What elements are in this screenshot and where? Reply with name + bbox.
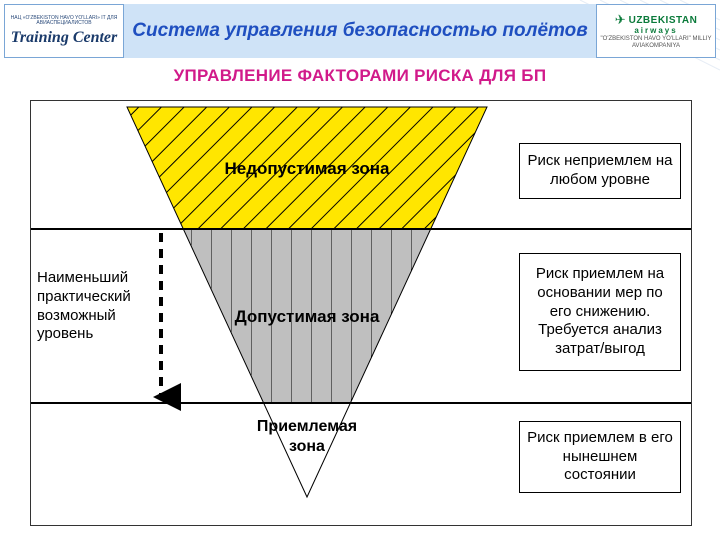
logo-right-brand: UZBEKISTAN [629,15,698,26]
logo-left-text: Training Center [11,29,118,47]
left-note-l3: возможный [37,307,157,326]
svg-text:зона: зона [289,438,325,455]
svg-text:Недопустимая зона: Недопустимая зона [224,159,390,178]
logo-left-caption-top: НАЦ «O'ZBEKISTON HAVO YO'LLARI» IT ДЛЯ А… [5,16,123,27]
left-note-l4: уровень [37,325,157,344]
left-note: Наименьший практический возможный уровен… [37,269,157,344]
left-note-l1: Наименьший [37,269,157,288]
logo-right-sub: "O'ZBEKISTON HAVO YO'LLARI" MILLIY AVIAK… [597,36,715,49]
svg-text:Допустимая зона: Допустимая зона [235,307,380,326]
logo-left: НАЦ «O'ZBEKISTON HAVO YO'LLARI» IT ДЛЯ А… [4,4,124,58]
risk-triangle-diagram: Недопустимая зона Допустимая зона Приемлем… [30,100,692,526]
desc-acceptable: Риск приемлем в его нынешнем состоянии [519,421,681,493]
logo-right: ✈ UZBEKISTAN airways "O'ZBEKISTON HAVO Y… [596,4,716,58]
bird-icon: ✈ [615,13,626,27]
header: НАЦ «O'ZBEKISTON HAVO YO'LLARI» IT ДЛЯ А… [4,4,716,58]
desc-unacceptable: Риск неприемлем на любом уровне [519,143,681,199]
svg-text:Приемлемая: Приемлемая [257,418,357,435]
header-title: Система управления безопасностью полётов [124,4,596,58]
desc-tolerable: Риск приемлем на основании мер по его сн… [519,253,681,371]
left-note-l2: практический [37,288,157,307]
logo-right-brand2: airways [634,27,677,36]
page-title: УПРАВЛЕНИЕ ФАКТОРАМИ РИСКА ДЛЯ БП [0,66,720,86]
